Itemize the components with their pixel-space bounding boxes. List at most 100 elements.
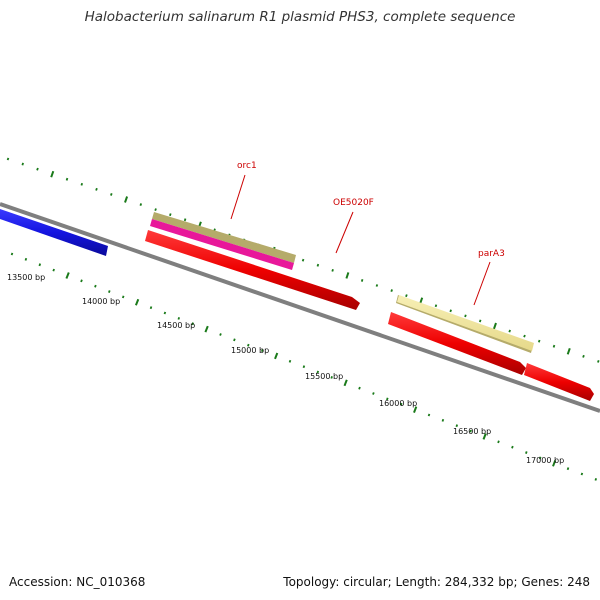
upper-minor-tick [537, 339, 541, 343]
upper-minor-tick [21, 162, 24, 166]
lower-minor-tick [330, 375, 333, 379]
upper-tick-marks [6, 157, 600, 363]
tick-label-14000: 14000 bp [82, 297, 120, 306]
lower-minor-tick [24, 257, 28, 261]
upper-minor-tick [80, 182, 84, 186]
tick-label-16500: 16500 bp [453, 427, 491, 436]
gene-blue-reverse[interactable] [0, 209, 108, 256]
lower-minor-tick [399, 402, 403, 406]
leader-line-oe5020f [335, 211, 354, 254]
footer-topology: Topology: circular; Length: 284,332 bp; … [283, 575, 590, 589]
upper-minor-tick [523, 334, 526, 338]
lower-minor-tick [302, 365, 306, 369]
lower-tick-marks [10, 252, 598, 481]
lower-major-tick [274, 352, 279, 360]
lower-minor-tick [511, 445, 514, 449]
upper-minor-tick [6, 157, 10, 161]
upper-minor-tick [434, 304, 438, 308]
gene-red-oe5020f[interactable] [145, 230, 360, 310]
gene-label-para3[interactable]: parA3 [478, 249, 505, 259]
lower-minor-tick [260, 349, 264, 353]
lower-minor-tick [594, 477, 598, 481]
upper-minor-tick [331, 268, 334, 272]
lower-minor-tick [163, 311, 167, 315]
page-title: Halobacterium salinarum R1 plasmid PHS3,… [84, 9, 516, 25]
lower-minor-tick [538, 456, 542, 460]
feature-magenta-orc1[interactable] [150, 219, 294, 270]
lower-minor-tick [80, 279, 83, 283]
upper-major-tick [566, 347, 571, 355]
lower-minor-tick [580, 472, 584, 476]
upper-minor-tick [139, 203, 143, 206]
lower-minor-tick [219, 333, 222, 336]
upper-minor-tick [552, 344, 556, 348]
lower-minor-tick [566, 467, 570, 471]
upper-minor-tick [169, 213, 172, 217]
lower-minor-tick [469, 429, 472, 433]
upper-minor-tick [597, 359, 600, 363]
leader-line-para3 [473, 261, 491, 306]
lower-minor-tick [247, 343, 250, 347]
lower-minor-tick [10, 252, 14, 256]
gene-red-para3[interactable] [388, 312, 526, 375]
lower-major-tick [204, 325, 209, 333]
upper-minor-tick [508, 329, 511, 333]
lower-minor-tick [191, 322, 194, 326]
upper-minor-tick [375, 284, 379, 287]
feature-yellow-para3[interactable] [397, 295, 534, 351]
lower-minor-tick [427, 413, 431, 417]
upper-minor-tick [183, 218, 187, 222]
upper-minor-tick [449, 309, 452, 313]
leader-line-orc1 [230, 174, 246, 220]
upper-minor-tick [405, 294, 408, 298]
upper-major-tick [50, 170, 55, 178]
lower-minor-tick [94, 284, 97, 288]
tick-label-13500: 13500 bp [7, 273, 45, 282]
lower-minor-tick [386, 397, 389, 401]
lower-minor-tick [288, 359, 292, 363]
upper-minor-tick [582, 354, 585, 358]
lower-minor-tick [497, 440, 500, 444]
lower-minor-tick [38, 263, 42, 267]
lower-major-tick [134, 298, 140, 306]
lower-minor-tick [177, 316, 181, 320]
footer-accession: Accession: NC_010368 [9, 575, 146, 589]
upper-minor-tick [95, 187, 98, 191]
upper-minor-tick [36, 167, 39, 171]
lower-minor-tick [455, 424, 459, 428]
gene-label-oe5020f[interactable]: OE5020F [333, 198, 374, 208]
lower-minor-tick [358, 386, 361, 390]
lower-minor-tick [441, 418, 445, 422]
lower-minor-tick [121, 295, 125, 299]
lower-minor-tick [316, 370, 320, 374]
upper-major-tick [492, 322, 497, 330]
upper-major-tick [345, 272, 350, 279]
upper-minor-tick [110, 193, 113, 196]
upper-major-tick [124, 196, 129, 203]
tick-label-15000: 15000 bp [231, 346, 269, 355]
lower-minor-tick [108, 290, 111, 293]
gene-label-orc1[interactable]: orc1 [237, 161, 257, 171]
tick-label-15500: 15500 bp [305, 372, 343, 381]
upper-minor-tick [301, 258, 305, 262]
feature-olive-orc1[interactable] [152, 212, 296, 263]
sequence-backbone [0, 202, 600, 413]
lower-minor-tick [372, 392, 375, 395]
gene-red-next[interactable] [524, 363, 594, 401]
upper-minor-tick [464, 314, 467, 318]
lower-minor-tick [233, 338, 236, 342]
lower-major-tick [343, 379, 348, 387]
upper-minor-tick [360, 279, 364, 282]
tick-label-17000: 17000 bp [526, 456, 564, 465]
tick-label-14500: 14500 bp [157, 321, 195, 330]
upper-minor-tick [154, 208, 157, 212]
lower-major-tick [552, 459, 557, 467]
tick-label-16000: 16000 bp [379, 399, 417, 408]
upper-minor-tick [316, 263, 320, 267]
upper-minor-tick [390, 289, 393, 292]
lower-minor-tick [525, 451, 528, 454]
lower-minor-tick [149, 306, 153, 310]
upper-minor-tick [65, 177, 69, 181]
lower-minor-tick [52, 268, 55, 272]
